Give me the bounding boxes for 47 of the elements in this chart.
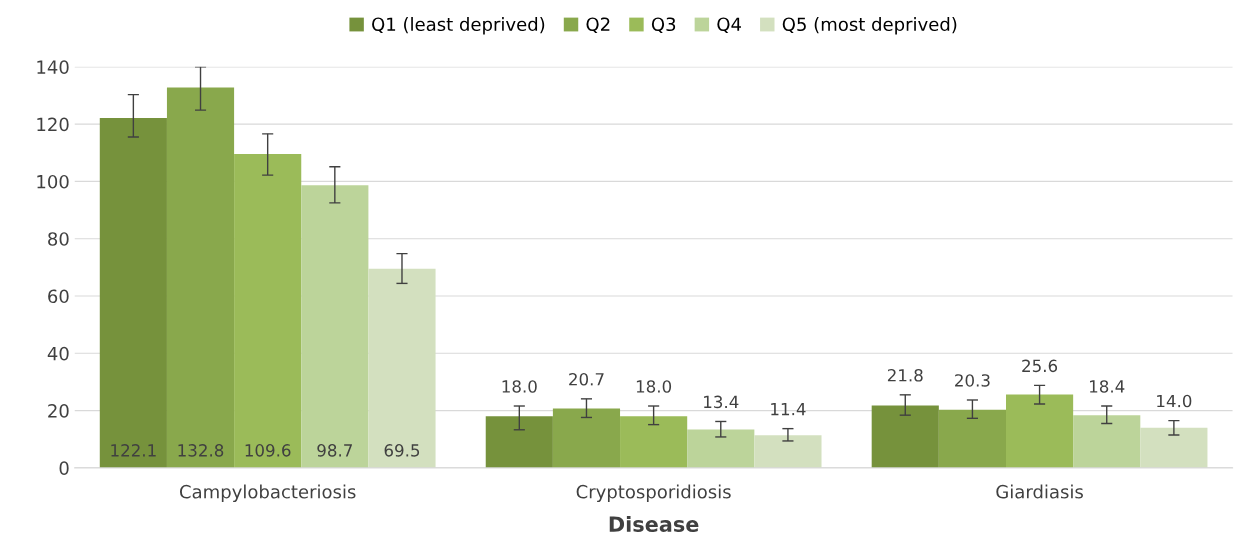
bar [1006,394,1074,468]
data-label: 14.0 [1157,394,1192,408]
data-label: 18.0 [502,380,537,393]
y-tick-label: 120 [37,117,69,132]
bar [552,408,621,468]
y-tick-label: 100 [37,174,69,189]
bar [620,416,688,468]
bar [234,153,302,468]
data-label: 25.6 [1022,359,1058,373]
legend-label: Q5 (most deprived) [782,17,957,35]
bar [938,409,1006,468]
data-label: 109.6 [245,444,291,457]
data-label: 13.4 [704,395,739,409]
bar [754,435,822,468]
x-axis-title: Disease [609,515,699,533]
bar [1140,427,1208,468]
data-label: 132.8 [178,444,224,457]
y-tick-label: 140 [37,60,69,74]
x-tick-label: Campylobacteriosis [179,484,356,503]
data-label: 11.4 [771,402,806,416]
data-label: 18.4 [1090,380,1125,393]
y-tick-label: 60 [48,289,69,304]
legend-label: Q3 [651,17,676,34]
y-tick-label: 80 [48,232,69,246]
legend-label: Q4 [717,17,741,34]
data-label: 18.0 [636,380,672,393]
x-tick-label: Giardiasis [996,484,1083,499]
legend-label: Q1 (least deprived) [372,17,545,35]
data-label: 98.7 [317,444,352,457]
bar [368,268,436,468]
bar [301,185,369,468]
data-label: 21.8 [887,368,923,382]
y-tick-label: 40 [47,346,69,361]
bar [687,429,755,468]
data-label: 122.1 [111,444,156,457]
data-label: 69.5 [384,444,420,457]
bar [485,416,553,468]
bar [1073,415,1141,468]
data-label: 20.7 [569,372,604,386]
y-tick-label: 20 [48,404,69,418]
bar [166,87,235,468]
data-label: 20.3 [955,374,990,387]
x-tick-label: Cryptosporidiosis [576,484,731,503]
bar [99,118,167,468]
bar [871,405,939,468]
legend-label: Q2 [586,17,610,34]
y-tick-label: 0 [59,461,69,475]
